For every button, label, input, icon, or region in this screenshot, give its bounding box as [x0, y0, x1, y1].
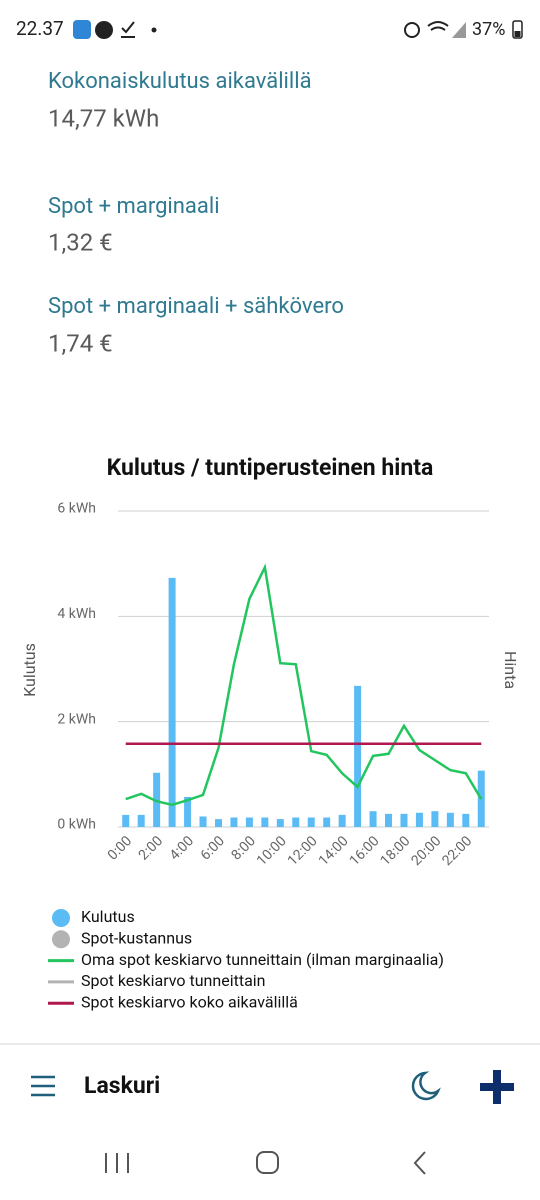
summary-value: 1,32 €	[48, 228, 113, 256]
status-battery: 37%	[472, 19, 505, 40]
status-icon	[73, 20, 91, 39]
x-tick-label: 2:00	[136, 833, 166, 863]
summary-value: 14,77 kWh	[48, 104, 159, 132]
bar	[415, 812, 423, 827]
legend-label[interactable]: Kulutus	[81, 907, 135, 926]
summary-value: 1,74 €	[48, 329, 113, 357]
chart-title: Kulutus / tuntiperusteinen hinta	[107, 454, 434, 481]
battery-icon	[512, 20, 523, 39]
theme-button[interactable]	[411, 1071, 441, 1101]
bar	[230, 817, 238, 827]
bar	[276, 819, 284, 827]
x-tick-label: 0:00	[105, 833, 135, 863]
legend-label[interactable]: Spot keskiarvo tunneittain	[81, 971, 266, 990]
bar	[214, 819, 222, 827]
bar	[307, 817, 315, 827]
bar	[323, 817, 331, 827]
legend-label[interactable]: Spot-kustannus	[81, 929, 192, 948]
x-tick-label: 18:00	[377, 833, 413, 869]
bar	[137, 814, 145, 827]
bar	[385, 813, 393, 827]
bar	[245, 817, 253, 827]
x-tick-label: 4:00	[167, 833, 197, 863]
bar	[354, 685, 362, 827]
alarm-icon	[404, 22, 420, 38]
bar	[199, 816, 207, 827]
signal-icon	[452, 22, 466, 38]
nav-back[interactable]	[413, 1151, 426, 1175]
x-tick-label: 22:00	[439, 833, 475, 869]
bar	[431, 811, 439, 827]
bar	[184, 796, 192, 827]
add-button[interactable]	[480, 1070, 514, 1104]
y-tick-label: 6 kWh	[57, 501, 96, 517]
x-tick-label: 14:00	[316, 833, 352, 869]
status-time: 22.37	[16, 17, 64, 40]
bar	[462, 813, 470, 827]
line-series	[125, 563, 483, 807]
legend-label[interactable]: Oma spot keskiarvo tunneittain (ilman ma…	[81, 950, 444, 969]
battery-level	[514, 31, 521, 37]
bar	[400, 813, 408, 827]
bar	[338, 814, 346, 827]
summary-label: Kokonaiskulutus aikavälillä	[48, 69, 312, 94]
summary-label: Spot + marginaali + sähkövero	[48, 294, 344, 319]
legend-swatch	[52, 930, 70, 949]
wifi-icon	[427, 21, 449, 31]
x-tick-label: 16:00	[347, 833, 383, 869]
legend-label[interactable]: Spot keskiarvo koko aikavälillä	[81, 992, 298, 1011]
bar	[168, 577, 176, 827]
status-icon	[95, 21, 113, 39]
nav-home[interactable]	[256, 1151, 279, 1174]
legend-swatch	[52, 909, 70, 927]
x-tick-label: 10:00	[254, 833, 290, 869]
nav-recents[interactable]	[105, 1153, 129, 1173]
bar	[292, 817, 300, 827]
status-icon	[151, 27, 157, 33]
y2-axis-title: Hinta	[501, 651, 520, 689]
x-tick-label: 6:00	[198, 833, 228, 863]
y-tick-label: 0 kWh	[57, 817, 96, 833]
x-tick-label: 20:00	[408, 833, 444, 869]
app-title: Laskuri	[84, 1072, 160, 1099]
bar	[446, 812, 454, 827]
x-tick-label: 12:00	[285, 833, 321, 869]
y-axis-title: Kulutus	[20, 643, 39, 697]
bar	[369, 811, 377, 827]
summary-label: Spot + marginaali	[48, 194, 220, 219]
menu-button[interactable]	[31, 1075, 55, 1097]
bar	[122, 814, 130, 827]
y-tick-label: 4 kWh	[57, 606, 96, 622]
bar	[261, 817, 269, 827]
y-tick-label: 2 kWh	[57, 711, 96, 727]
status-icon	[121, 21, 135, 38]
